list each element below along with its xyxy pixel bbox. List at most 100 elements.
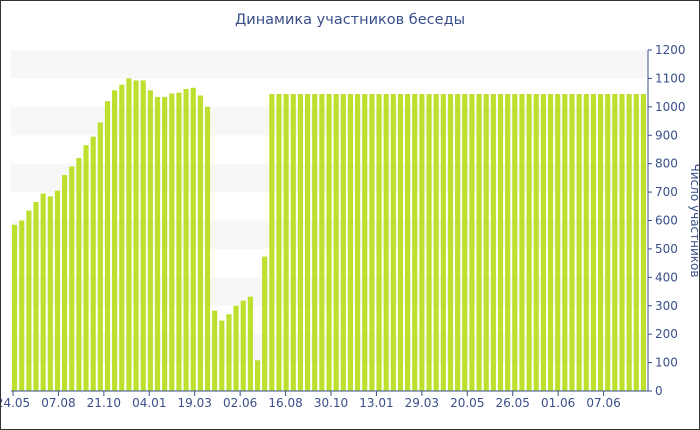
bar (62, 175, 68, 391)
bar (262, 256, 268, 391)
bar (190, 87, 196, 391)
bar (590, 94, 596, 392)
bar (140, 80, 146, 391)
x-tick-label: 02.06 (223, 396, 257, 410)
y-tick-label: 1100 (655, 71, 686, 85)
bar (112, 90, 118, 391)
y-tick-label: 700 (655, 185, 678, 199)
bar (283, 94, 289, 392)
bar (526, 94, 532, 392)
bar (412, 94, 418, 392)
bar (455, 94, 461, 392)
y-tick-label: 300 (655, 299, 678, 313)
bar (333, 94, 339, 392)
bar (405, 94, 411, 392)
bar (176, 92, 182, 392)
grid-band (11, 50, 647, 79)
bar (440, 94, 446, 392)
bar (183, 88, 189, 392)
bar (633, 94, 639, 392)
bar (347, 94, 354, 392)
x-tick-label: 16.08 (268, 396, 302, 410)
bar (419, 94, 425, 392)
bar (76, 157, 82, 391)
x-tick-label: 13.01 (359, 396, 393, 410)
bar (476, 94, 482, 392)
bar (54, 190, 61, 391)
bar (33, 202, 39, 391)
x-tick-label: 30.10 (314, 396, 348, 410)
bar (426, 94, 432, 392)
bars (12, 78, 646, 392)
x-tick-label: 26.05 (496, 396, 530, 410)
bar (26, 210, 32, 391)
bar (169, 93, 175, 391)
x-tick-label: 04.01 (132, 396, 166, 410)
bar (469, 94, 475, 392)
bar (312, 94, 318, 392)
bar (512, 94, 518, 392)
bar (126, 78, 132, 392)
x-tick-label: 07.08 (41, 396, 75, 410)
y-tick-label: 200 (655, 327, 678, 341)
bar (640, 94, 646, 392)
bar (433, 94, 439, 392)
bar (547, 94, 554, 392)
bar (12, 224, 18, 391)
x-tick-label: 01.06 (541, 396, 575, 410)
bar (555, 94, 561, 392)
bar (197, 95, 203, 391)
bar (276, 94, 282, 392)
bar (212, 310, 218, 391)
bar (397, 94, 404, 392)
bar (490, 94, 496, 392)
y-tick-label: 400 (655, 270, 678, 284)
y-tick-label: 600 (655, 214, 678, 228)
x-tick-label: 19.03 (178, 396, 212, 410)
bar (40, 193, 46, 391)
bar (597, 94, 604, 392)
bar (540, 94, 546, 392)
x-tick-label: 24.05 (1, 396, 30, 410)
bar (147, 90, 153, 391)
bar (297, 94, 303, 392)
bar (576, 94, 582, 392)
bar (83, 145, 89, 391)
bar (355, 94, 361, 392)
bar (362, 94, 368, 392)
bar (97, 122, 103, 392)
bar (533, 94, 539, 392)
bar (583, 94, 589, 392)
bar (304, 94, 311, 392)
bar (605, 94, 611, 392)
bar (47, 196, 53, 391)
x-tick-label: 07.06 (586, 396, 620, 410)
x-tick-label: 21.10 (87, 396, 121, 410)
bar (69, 166, 75, 391)
bar (104, 101, 111, 392)
bar (133, 80, 139, 391)
bar (376, 94, 382, 392)
x-tick-label: 29.03 (405, 396, 439, 410)
y-tick-label: 1000 (655, 100, 686, 114)
bar (233, 305, 239, 391)
x-axis: 24.05 07.08 21.10 04.01 19.03 02.06 16.08 30.10… (1, 390, 648, 410)
y-tick-label: 100 (655, 356, 678, 370)
bar (326, 94, 332, 392)
bar (269, 94, 275, 392)
bar (154, 96, 161, 391)
bar (462, 94, 468, 392)
bar (226, 314, 232, 391)
y-axis: 0 100 200 300 400 500 600 700 800 900 1000 1100 1200 (647, 43, 686, 398)
bar (569, 94, 575, 392)
bar (626, 94, 632, 392)
bar (497, 94, 504, 392)
y-tick-label: 500 (655, 242, 678, 256)
bar (483, 94, 489, 392)
y-tick-label: 800 (655, 157, 678, 171)
bar (19, 220, 25, 391)
bar (319, 94, 325, 392)
bar (119, 84, 125, 392)
bar (162, 96, 168, 391)
